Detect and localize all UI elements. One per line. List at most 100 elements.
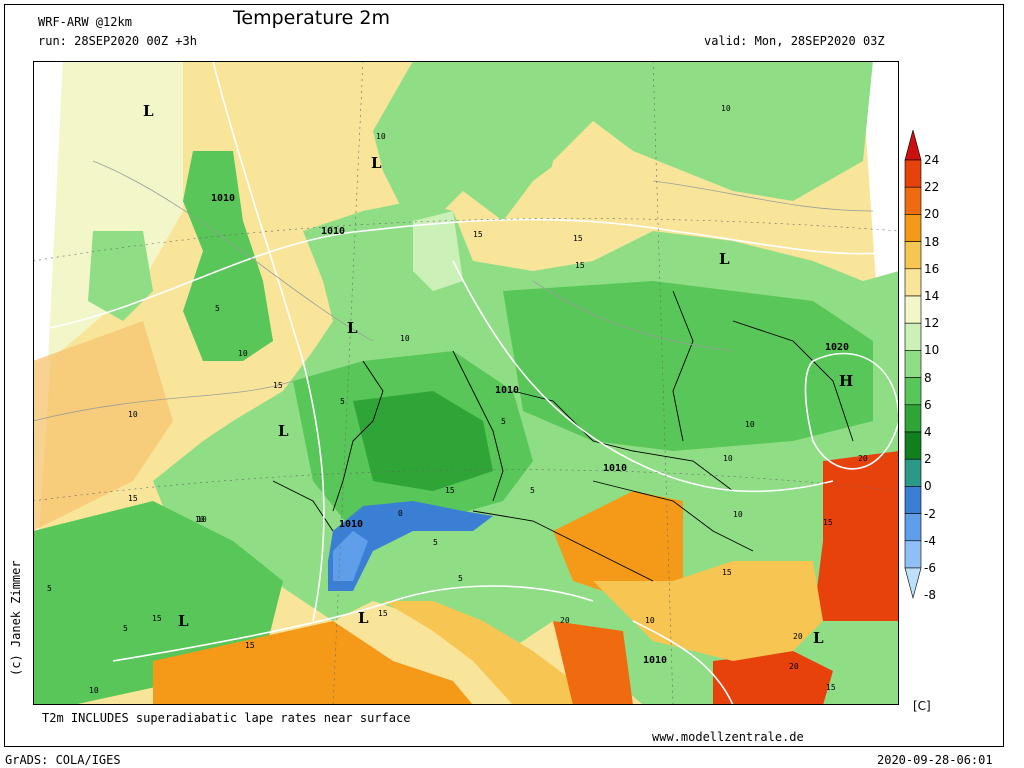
pressure-label-balkans: 1010 xyxy=(643,655,667,666)
low-center-norway: L xyxy=(371,154,382,172)
low-center-turkey: L xyxy=(813,629,824,647)
svg-text:10: 10 xyxy=(195,515,205,524)
colorbar-cell xyxy=(904,404,922,433)
alps-colder xyxy=(333,531,368,581)
svg-text:15: 15 xyxy=(722,568,732,577)
svg-text:10: 10 xyxy=(238,349,248,358)
svg-text:15: 15 xyxy=(823,518,833,527)
low-center-benelux: L xyxy=(347,319,358,337)
colorbar-cell xyxy=(904,214,922,242)
valid-time-label: valid: Mon, 28SEP2020 03Z xyxy=(704,34,885,48)
colorbar-cell xyxy=(904,186,922,215)
colorbar-tick-label: 2 xyxy=(924,452,932,467)
svg-text:0: 0 xyxy=(398,509,403,518)
map-border xyxy=(33,61,899,705)
colorbar-tick-label: 16 xyxy=(924,261,940,276)
graticule xyxy=(33,61,899,705)
svg-text:10: 10 xyxy=(376,132,386,141)
svg-text:20: 20 xyxy=(789,662,799,671)
low-center-ligurian: L xyxy=(358,609,369,627)
svg-text:5: 5 xyxy=(215,304,220,313)
map-title: Temperature 2m xyxy=(233,7,390,29)
svg-text:5: 5 xyxy=(123,624,128,633)
pressure-label-northsea: 1010 xyxy=(321,226,345,237)
atlantic-warm-zone xyxy=(33,321,173,531)
colorbar-top-arrow xyxy=(904,130,922,161)
contour-labels: 10 15 5 10 5 10 15 10 15 10 5 15 10 20 1… xyxy=(47,104,868,695)
svg-text:20: 20 xyxy=(793,632,803,641)
low-center-spain: L xyxy=(178,612,189,630)
svg-text:10: 10 xyxy=(721,104,731,113)
colorbar-tick-label: -2 xyxy=(924,506,936,521)
colorbar-cell xyxy=(904,431,922,460)
svg-text:5: 5 xyxy=(501,417,506,426)
svg-text:5: 5 xyxy=(47,584,52,593)
website-label: www.modellzentrale.de xyxy=(652,730,804,744)
hungary-warm xyxy=(553,491,683,601)
great-britain xyxy=(183,151,273,361)
colorbar-tick-label: 6 xyxy=(924,397,932,412)
svg-text:5: 5 xyxy=(340,397,345,406)
colorbar-tick-label: 10 xyxy=(924,343,940,358)
svg-text:10: 10 xyxy=(723,454,733,463)
timestamp: 2020-09-28-06:01 xyxy=(877,753,993,767)
colorbar-cell xyxy=(904,241,922,270)
isobars xyxy=(33,61,899,705)
colorbar-tick-label: 14 xyxy=(924,289,940,303)
svg-text:10: 10 xyxy=(745,420,755,429)
svg-text:15: 15 xyxy=(245,641,255,650)
temperature-contours xyxy=(33,160,874,422)
black-sea xyxy=(813,451,899,621)
run-label: run: 28SEP2020 00Z +3h xyxy=(38,34,197,48)
pressure-label-uk: 1010 xyxy=(211,193,235,204)
colorbar-tick-label: -4 xyxy=(924,533,936,548)
colorbar-tick-label: 18 xyxy=(924,234,940,249)
colorbar-tick-label: 12 xyxy=(924,316,940,331)
colorbar-cell xyxy=(904,159,922,188)
pressure-label-germany: 1010 xyxy=(495,385,519,396)
low-center-atlantic: L xyxy=(143,102,154,120)
denmark xyxy=(413,211,463,291)
model-label: WRF-ARW @12km xyxy=(38,15,132,29)
ionian-sea xyxy=(553,621,633,705)
colorbar-tick-label: 4 xyxy=(924,425,932,439)
author-credit: (c) Janek Zimmer xyxy=(9,560,23,676)
pressure-label-alps: 1010 xyxy=(339,519,363,530)
unit-label: [C] xyxy=(913,699,931,713)
temperature-map: 1010 1010 1010 1010 1010 1010 1020 L L L… xyxy=(33,61,899,705)
software-credit: GrADS: COLA/IGES xyxy=(5,753,121,767)
colorbar-cell xyxy=(904,486,922,514)
svg-text:10: 10 xyxy=(400,334,410,343)
scandinavia-land xyxy=(373,61,873,221)
colorbar-tick-label: -6 xyxy=(924,561,936,575)
colorbar-tick-label: 22 xyxy=(924,180,940,195)
svg-text:15: 15 xyxy=(575,261,585,270)
svg-text:10: 10 xyxy=(89,686,99,695)
low-center-france: L xyxy=(278,422,289,440)
svg-text:5: 5 xyxy=(433,538,438,547)
svg-text:15: 15 xyxy=(273,381,283,390)
balkans xyxy=(593,561,823,661)
low-center-baltic: L xyxy=(719,250,730,268)
pressure-labels: 1010 1010 1010 1010 1010 1010 1020 xyxy=(211,193,849,666)
colorbar-cell xyxy=(904,540,922,569)
italy xyxy=(383,601,593,705)
colorbar-cell xyxy=(904,458,922,487)
colorbar-tick-label: -8 xyxy=(924,588,936,603)
svg-text:5: 5 xyxy=(458,574,463,583)
svg-text:20: 20 xyxy=(858,454,868,463)
colorbar-tick-label: 20 xyxy=(924,207,940,222)
colorbar xyxy=(904,130,922,600)
colorbar-cell xyxy=(904,322,922,351)
colorbar-cell xyxy=(904,350,922,378)
svg-text:15: 15 xyxy=(473,230,483,239)
svg-text:15: 15 xyxy=(128,494,138,503)
poland-belarus xyxy=(503,281,873,451)
aegean-sea xyxy=(713,651,833,705)
svg-text:15: 15 xyxy=(573,234,583,243)
figure-frame xyxy=(4,4,1004,747)
colorbar-cell xyxy=(904,513,922,542)
svg-text:5: 5 xyxy=(530,486,535,495)
pressure-label-hungary: 1010 xyxy=(603,463,627,474)
colorbar-bottom-arrow xyxy=(904,567,922,600)
